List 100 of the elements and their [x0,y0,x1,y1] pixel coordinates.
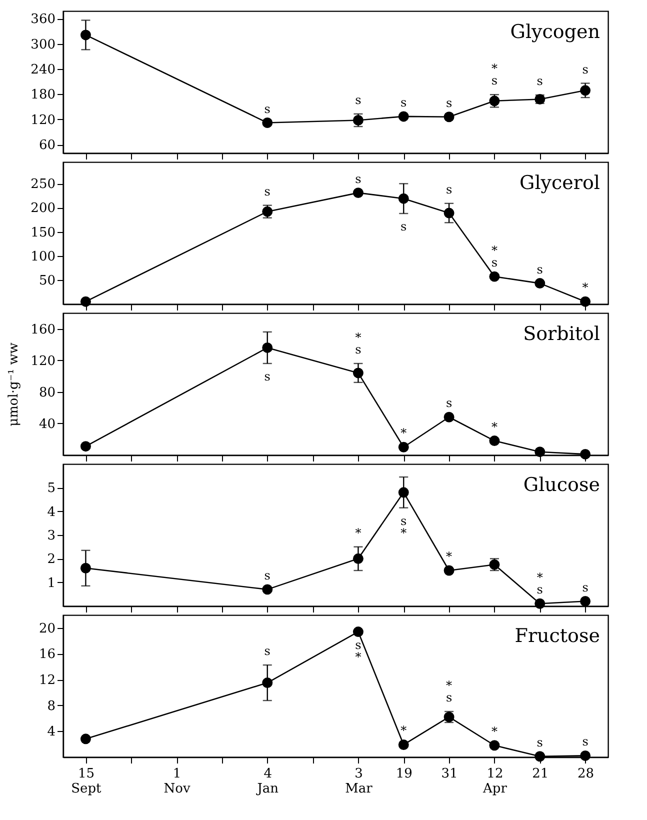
y-tick-label: 20 [38,621,56,636]
point [398,193,409,204]
x-tick-label: 3 Mar [345,766,374,796]
annotation: * [491,244,498,258]
y-tick-label: 80 [38,385,56,400]
point [444,565,454,576]
annotation: s [264,369,270,384]
annotation: s [446,690,452,704]
annotation: * [491,724,498,738]
point [534,278,546,289]
point [262,678,273,688]
annotation: * [582,280,588,295]
x-tick-label: 19 [396,766,412,782]
y-tick-label: 16 [38,647,56,662]
point [534,751,546,762]
annotation: s [264,568,270,582]
point [580,296,591,307]
annotation: s [446,182,452,196]
annotation: s [536,735,543,750]
point [398,111,409,122]
x-tick-label: 31 [441,766,458,782]
annotation: * [491,420,498,434]
annotation: s [582,580,588,594]
annotation: * [536,570,543,585]
y-tick-label: 8 [47,698,56,714]
point [80,296,91,307]
point [80,441,91,452]
point [352,114,364,126]
annotation: * [446,550,452,564]
annotation: * [400,724,407,738]
point [489,271,500,282]
x-tick-label: 4 Jan [255,766,280,796]
x-tick-label: 21 [532,766,549,782]
point [580,750,591,761]
y-tick-label: 12 [38,673,56,688]
y-tick-label: 4 [47,724,56,740]
point [489,740,500,751]
annotation: s [355,342,362,356]
annotation: * [400,526,407,540]
point [80,562,91,574]
annotation: s [491,74,498,88]
annotation: s [400,514,407,528]
point [444,112,454,122]
point [262,342,273,353]
annotation: s [264,102,270,116]
annotation: s [355,172,362,186]
y-tick-label: 200 [30,201,56,216]
y-tick-label: 50 [38,273,56,288]
text: Sorbitol [523,323,600,345]
annotation: s [582,734,588,749]
point [398,442,409,452]
x-tick-label: 28 [578,766,594,782]
annotation: s [582,62,588,76]
y-tick-label: 160 [30,322,56,338]
y-tick-label: 120 [30,354,56,369]
annotation: * [355,650,362,664]
annotation: * [355,330,362,344]
annotation: s [400,95,407,110]
point [489,436,500,446]
y-tick-label: 250 [30,177,56,192]
annotation: s [400,220,407,234]
y-tick-label: 2 [47,552,56,568]
annotation: s [536,262,543,276]
annotation: s [264,184,270,198]
point [262,584,273,595]
point [352,188,364,198]
y-axis-title: μmol·g⁻¹ ww [6,342,22,426]
y-tick-label: 5 [47,481,56,496]
annotation: s [264,644,270,658]
y-tick-label: 300 [30,37,56,52]
annotation: * [355,526,362,540]
annotation: s [491,256,498,270]
text: Glycerol [520,172,600,194]
text: Glycogen [510,21,600,43]
annotation: s [536,582,543,597]
y-tick-label: 150 [30,225,56,240]
point [398,740,409,750]
text: Glucose [523,474,600,496]
annotation: * [491,62,498,76]
point [398,487,409,498]
y-tick-label: 180 [30,88,56,103]
annotation: * [446,678,452,692]
annotation: s [446,396,452,410]
y-tick-label: 60 [38,138,56,154]
point [580,596,591,606]
y-tick-label: 1 [47,576,56,591]
x-tick-label: 1 Nov [164,766,191,796]
point [534,446,546,458]
annotation: s [355,92,362,107]
y-tick-label: 100 [30,249,56,264]
point [580,448,591,460]
point [580,85,591,96]
point [262,118,273,128]
annotation: s [446,96,452,110]
x-tick-label: 15 Sept [71,766,102,796]
point [80,30,91,40]
point [534,598,546,609]
annotation: s [536,74,543,88]
point [352,553,364,564]
y-tick-label: 40 [38,416,56,432]
